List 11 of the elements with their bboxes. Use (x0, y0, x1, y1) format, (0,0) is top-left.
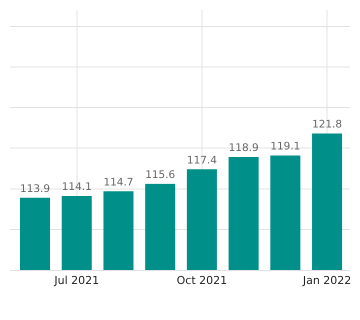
data-label: 119.1 (270, 140, 300, 153)
data-label: 118.9 (228, 142, 259, 154)
data-label: 114.1 (62, 181, 92, 194)
data-label: 115.6 (145, 169, 176, 182)
x-tick-label: Jan 2022 (302, 274, 352, 288)
data-label: 117.4 (186, 154, 218, 166)
x-tick-label: Oct 2021 (176, 274, 228, 288)
data-label: 121.8 (312, 118, 342, 131)
x-tick-label: Jul 2021 (53, 274, 100, 288)
data-label: 113.9 (20, 182, 50, 195)
data-label: 114.7 (103, 176, 134, 188)
